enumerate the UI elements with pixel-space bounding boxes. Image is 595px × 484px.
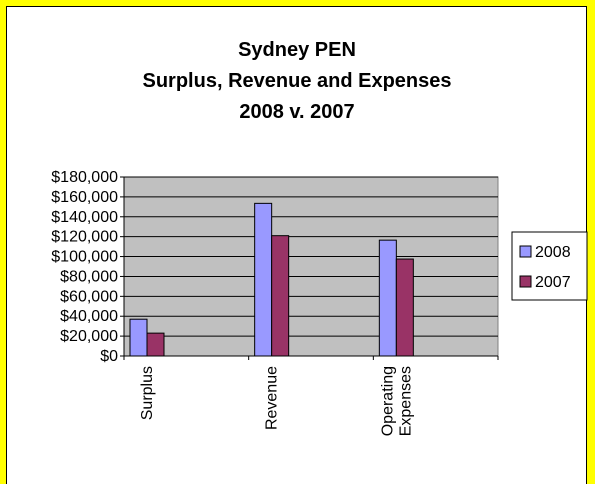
bar-2008-0 bbox=[129, 318, 148, 357]
x-tick-label: Operating bbox=[379, 366, 396, 436]
bars bbox=[129, 202, 414, 357]
y-tick-label: $0 bbox=[100, 348, 118, 365]
y-tick-label: $20,000 bbox=[60, 328, 118, 345]
legend-swatch bbox=[519, 245, 532, 258]
y-axis-tick-labels: $0 $20,000 $40,000 $60,000 $80,000 $100,000 $1… bbox=[51, 169, 118, 365]
legend-swatch bbox=[519, 275, 532, 288]
bar-2008-1 bbox=[254, 202, 273, 357]
chart-area: Sydney PEN Surplus, Revenue and Expenses… bbox=[6, 6, 588, 484]
chart-title-line-2: Surplus, Revenue and Expenses bbox=[143, 70, 452, 92]
bar-2007-2 bbox=[395, 258, 414, 357]
legend: 2008 2007 bbox=[511, 231, 588, 301]
y-tick-label: $100,000 bbox=[51, 249, 118, 266]
gridlines bbox=[124, 176, 498, 337]
bar-2007-1 bbox=[271, 235, 290, 357]
legend-label: 2008 bbox=[535, 244, 571, 261]
x-tick-label: Revenue bbox=[264, 366, 281, 430]
bar-2008-2 bbox=[378, 239, 397, 357]
chart-title-line-3: 2008 v. 2007 bbox=[239, 101, 354, 123]
y-tick-label: $80,000 bbox=[60, 268, 118, 285]
x-tick-label: Surplus bbox=[139, 366, 156, 420]
chart-title-line-1: Sydney PEN bbox=[238, 39, 356, 61]
x-tick-label: Expenses bbox=[397, 366, 414, 436]
x-axis-tick-labels: Surplus Revenue Operating Expenses bbox=[139, 366, 414, 436]
bar-chart: Sydney PEN Surplus, Revenue and Expenses… bbox=[51, 39, 588, 436]
y-tick-label: $160,000 bbox=[51, 189, 118, 206]
legend-box bbox=[511, 231, 588, 301]
y-tick-label: $140,000 bbox=[51, 209, 118, 226]
axes bbox=[120, 176, 499, 360]
plot-area bbox=[123, 176, 499, 357]
y-tick-label: $40,000 bbox=[60, 308, 118, 325]
y-tick-label: $180,000 bbox=[51, 169, 118, 186]
y-tick-label: $120,000 bbox=[51, 229, 118, 246]
chart-title: Sydney PEN Surplus, Revenue and Expenses… bbox=[143, 39, 452, 123]
bar-2007-0 bbox=[146, 332, 165, 357]
legend-label: 2007 bbox=[535, 274, 571, 291]
y-tick-label: $60,000 bbox=[60, 288, 118, 305]
